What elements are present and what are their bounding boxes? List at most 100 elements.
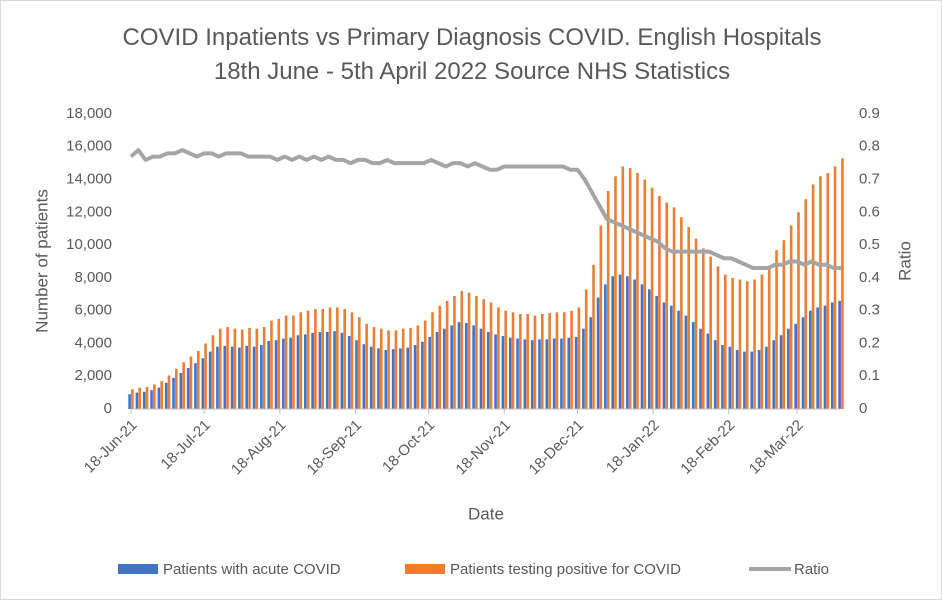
bar [775, 250, 778, 409]
bar [333, 331, 336, 409]
bar [567, 337, 571, 409]
bar [589, 317, 593, 409]
bar [538, 339, 541, 409]
bar [647, 289, 651, 409]
bar [435, 331, 439, 409]
x-tick-label: 18-Dec-21 [526, 417, 588, 479]
bar [721, 345, 724, 409]
bar [252, 346, 256, 409]
bar [838, 300, 841, 409]
bar [526, 313, 529, 409]
bar [409, 327, 412, 409]
bar [167, 375, 171, 409]
bar [760, 274, 764, 409]
bar [750, 351, 754, 409]
legend-label: Ratio [794, 561, 829, 578]
y-tick-label: 8,000 [74, 269, 112, 286]
y2-tick-label: 0.1 [859, 367, 880, 384]
bar [164, 382, 168, 409]
bar [179, 372, 183, 409]
bar [787, 328, 790, 409]
y-tick-label: 12,000 [66, 203, 112, 220]
bar [779, 335, 783, 409]
bar [665, 202, 669, 409]
bar [804, 199, 808, 409]
bar [453, 295, 456, 409]
y-tick-label: 18,000 [66, 105, 112, 122]
bar [416, 325, 420, 409]
bar [494, 334, 497, 409]
bar [208, 351, 212, 409]
bar [687, 227, 690, 409]
bar [377, 348, 380, 409]
bar [672, 207, 676, 409]
bar [196, 350, 200, 409]
bar [650, 187, 654, 409]
bar [457, 322, 461, 409]
bar [296, 335, 300, 409]
bar [626, 276, 629, 409]
bar [369, 346, 373, 409]
bar [709, 256, 712, 409]
bar [811, 184, 815, 409]
bar [767, 266, 771, 409]
bar [757, 350, 761, 409]
bar [658, 195, 661, 409]
bar [406, 347, 410, 409]
bar [413, 345, 417, 409]
bar [606, 191, 610, 409]
bar [142, 391, 146, 409]
bar [782, 240, 786, 409]
bar [486, 331, 490, 409]
bar [662, 302, 666, 409]
bar [450, 325, 453, 409]
bar [421, 341, 424, 409]
bar [467, 292, 471, 409]
x-axis-title: Date [468, 504, 504, 523]
bar [574, 336, 578, 409]
legend-swatch [118, 564, 158, 574]
bar [592, 264, 595, 409]
bar [428, 336, 432, 409]
bar [680, 217, 683, 409]
bar [248, 327, 251, 409]
bar [677, 310, 680, 409]
bar [255, 328, 259, 409]
bar [230, 346, 234, 409]
bar [504, 310, 507, 409]
bar [299, 312, 303, 409]
bar [530, 340, 534, 409]
bar [482, 299, 486, 409]
bar [314, 309, 317, 409]
bar [336, 307, 339, 409]
y2-tick-label: 0 [859, 400, 867, 417]
y2-tick-label: 0.9 [859, 105, 880, 122]
bar [172, 377, 175, 409]
bar [362, 344, 366, 409]
bar [684, 315, 688, 409]
bar [321, 309, 325, 409]
bar [636, 173, 639, 409]
bar [262, 327, 266, 409]
bar [303, 334, 307, 409]
bar [728, 346, 732, 409]
bar [669, 305, 673, 409]
bar [809, 310, 812, 409]
bar [218, 328, 222, 409]
bar [753, 279, 756, 409]
bar [216, 346, 219, 409]
bar [584, 289, 588, 409]
bar [325, 331, 329, 409]
bar [621, 166, 625, 409]
bar [577, 307, 581, 409]
y2-tick-label: 0.8 [859, 138, 880, 155]
bar [401, 328, 405, 409]
bar [633, 279, 636, 409]
y-tick-label: 16,000 [66, 138, 112, 155]
bar [204, 343, 207, 409]
y-tick-label: 6,000 [74, 302, 112, 319]
bar [523, 339, 527, 409]
bar [819, 176, 822, 409]
bar [391, 349, 395, 409]
